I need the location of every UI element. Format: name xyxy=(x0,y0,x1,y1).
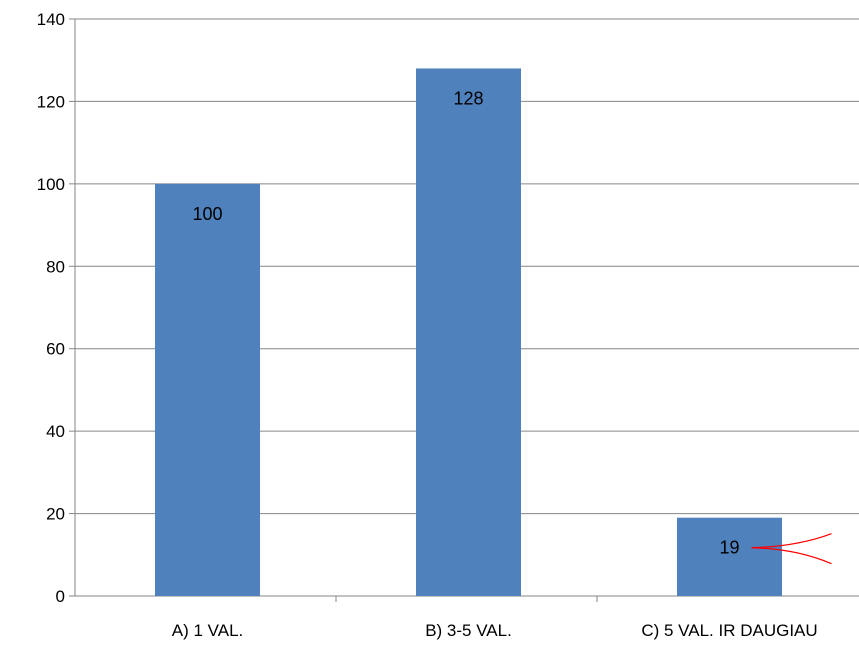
labels: 0 20 40 60 80 100 120 140 100 A) 1 VAL. 128 B) 3-5 … xyxy=(37,10,818,640)
y-tick-label: 100 xyxy=(37,175,65,194)
data-label: 100 xyxy=(192,204,222,224)
annotation-curve xyxy=(751,547,832,565)
annotation-curve xyxy=(751,533,832,549)
category-label: A) 1 VAL. xyxy=(172,621,244,640)
data-label: 19 xyxy=(719,538,739,558)
y-tick-label: 20 xyxy=(46,505,65,524)
category-label: C) 5 VAL. IR DAUGIAU xyxy=(641,621,817,640)
bar xyxy=(155,183,260,596)
y-tick-label: 80 xyxy=(46,257,65,276)
category-label: B) 3-5 VAL. xyxy=(425,621,512,640)
bars xyxy=(155,68,782,596)
y-tick-label: 140 xyxy=(37,10,65,29)
data-label: 128 xyxy=(453,88,483,108)
bar xyxy=(416,68,521,596)
y-tick-label: 0 xyxy=(56,587,65,606)
bar xyxy=(677,517,782,596)
y-tick-label: 40 xyxy=(46,422,65,441)
y-tick-label: 120 xyxy=(37,92,65,111)
annotation-arrow xyxy=(751,533,832,565)
y-tick-label: 60 xyxy=(46,340,65,359)
